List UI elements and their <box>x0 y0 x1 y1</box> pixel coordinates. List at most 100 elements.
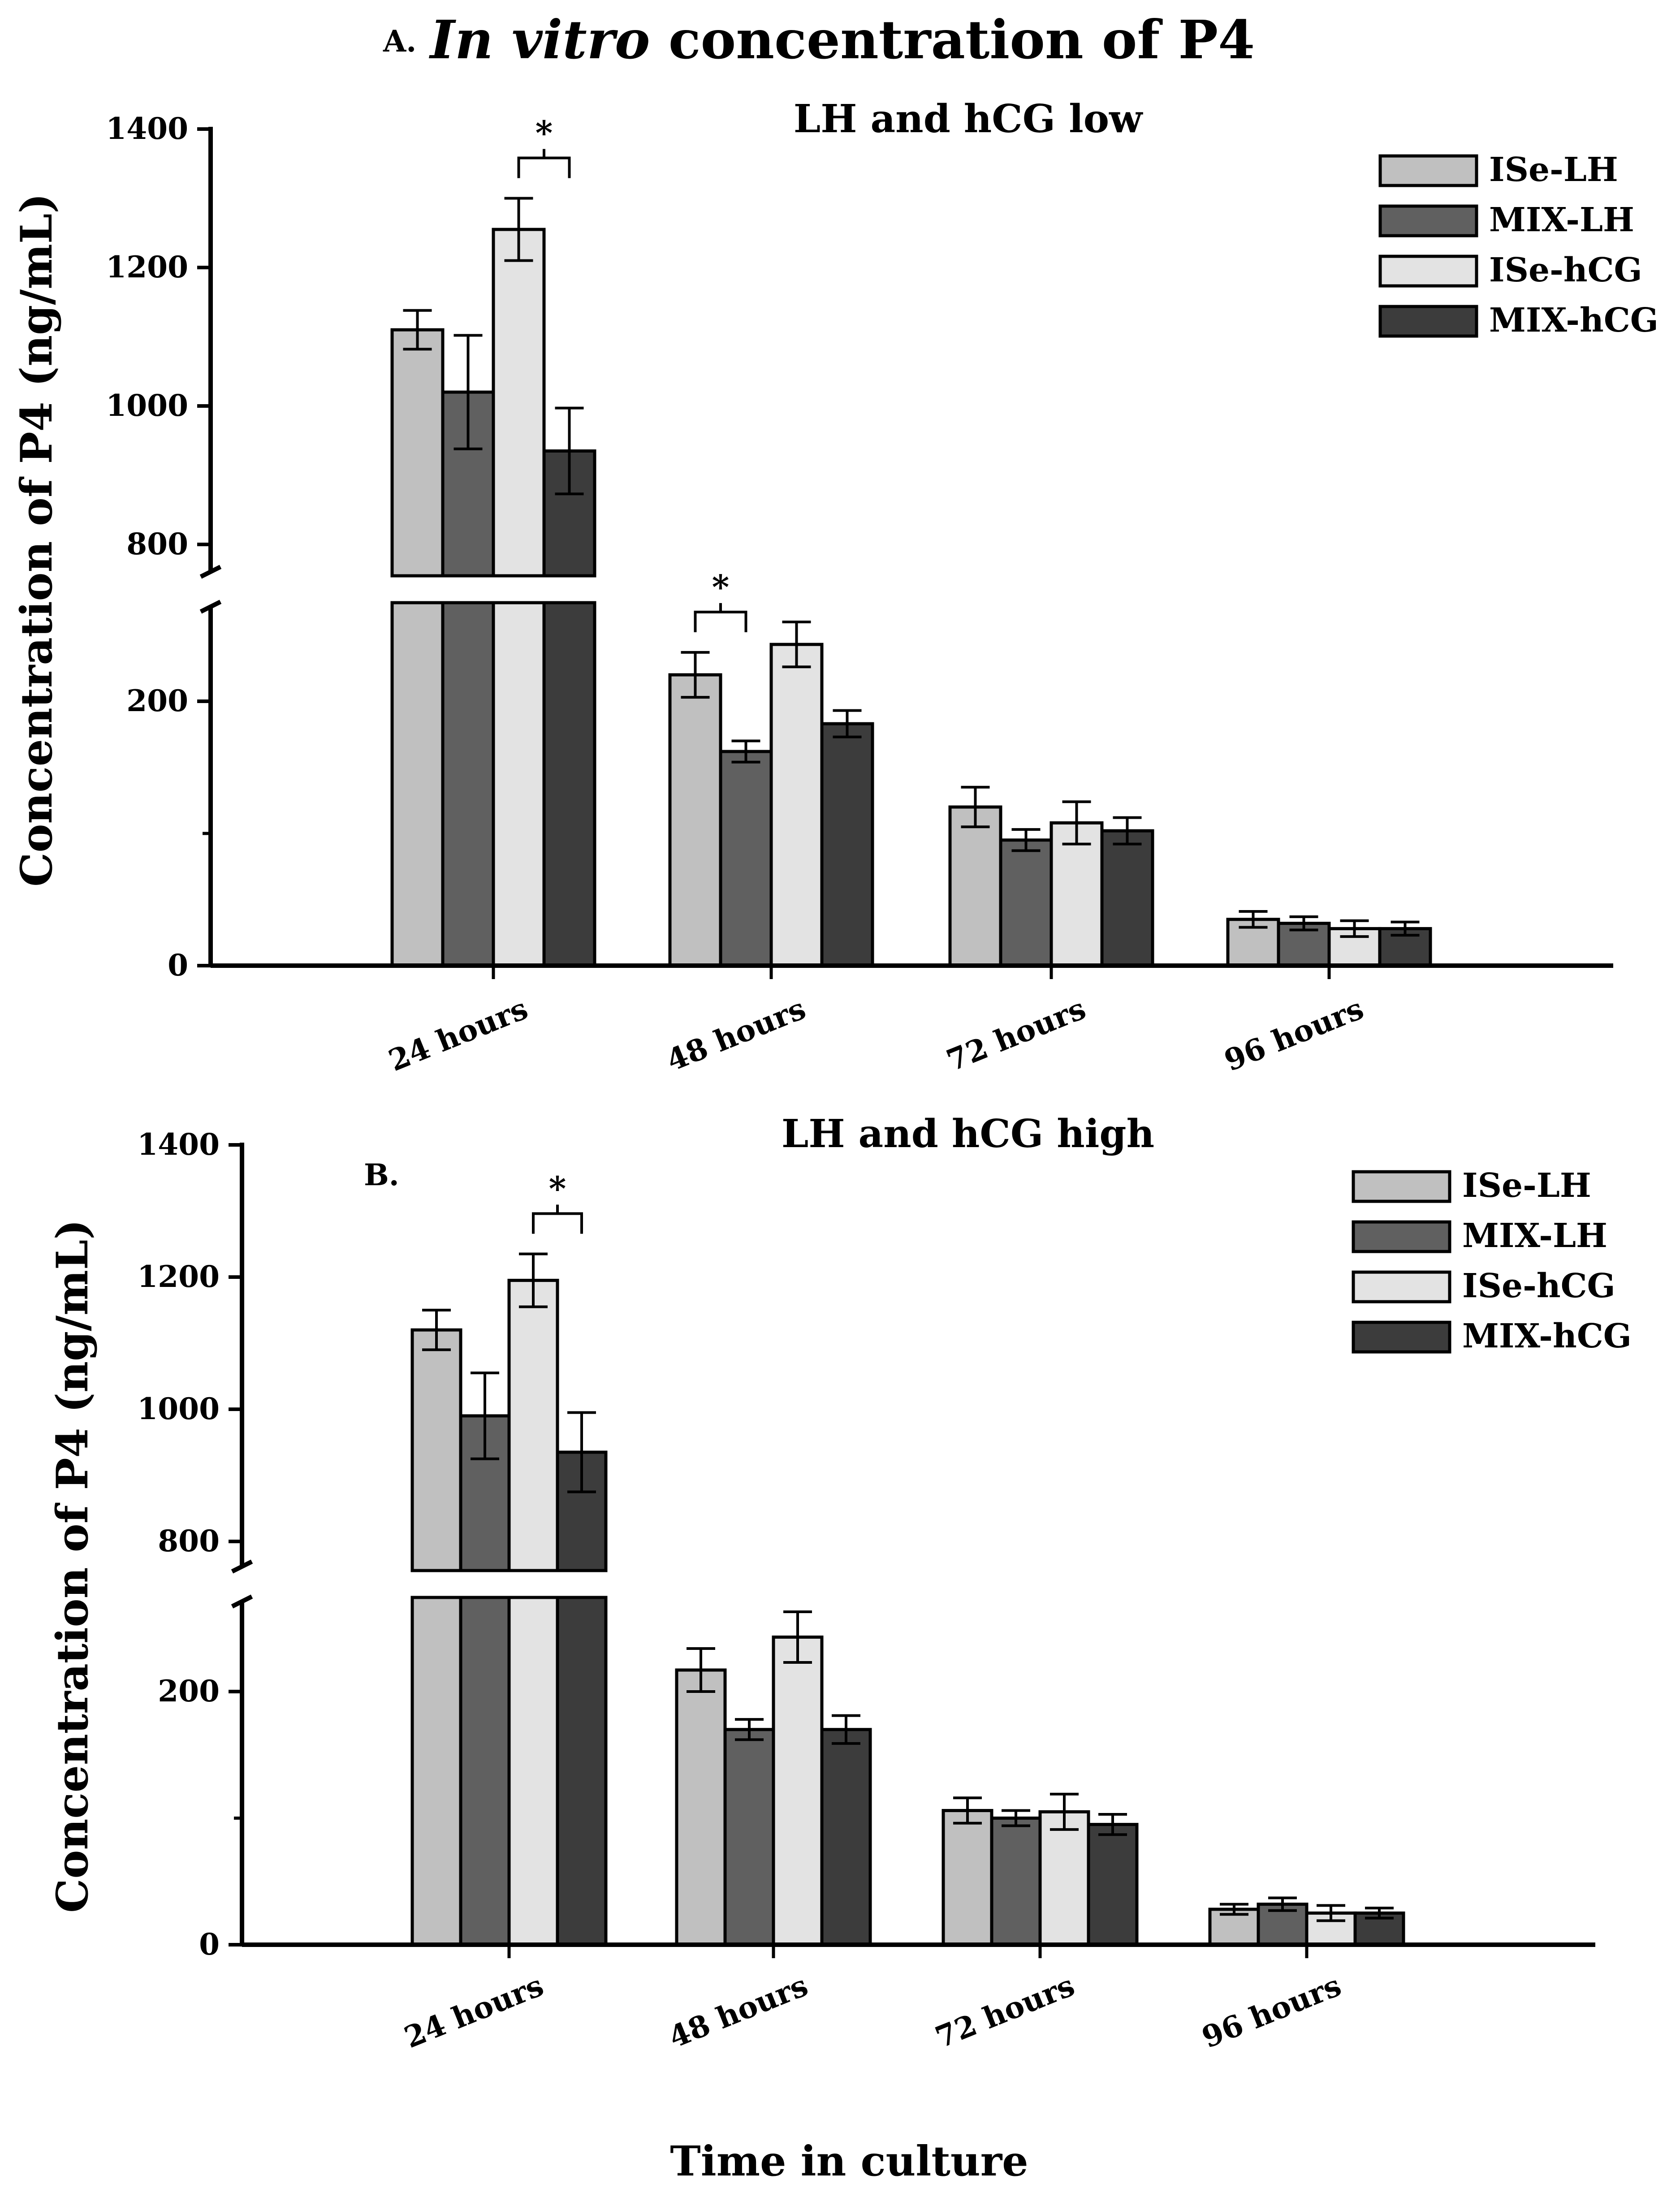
legend-swatch-mix-lh <box>1378 204 1478 237</box>
bar-ise-hcg-0-lower <box>492 601 546 967</box>
x-tick-label-2: 72 hours <box>930 1968 1079 2055</box>
chart-title: LH and hCG high <box>782 1111 1154 1157</box>
x-tick-label-1: 48 hours <box>664 1968 812 2055</box>
bar-ise-hcg-0-upper <box>507 1278 559 1572</box>
y-tick-label-2: 800 <box>126 527 188 561</box>
y-tick-label-2: 800 <box>158 1524 220 1558</box>
x-tick-label-0: 24 hours <box>399 1968 548 2055</box>
error-bar-ise-hcg-3 <box>1340 919 1369 938</box>
bar-ise-lh-0-lower <box>410 1596 462 1947</box>
y-tick-label-3: 1000 <box>106 388 188 423</box>
axis-break-mark-upper <box>231 1559 253 1574</box>
axes <box>231 1143 1595 1947</box>
y-tick-label-0: 0 <box>199 1927 220 1962</box>
axes <box>199 127 1613 968</box>
error-bar-mix-lh-0 <box>471 1371 499 1460</box>
error-bar-ise-lh-2 <box>953 1796 982 1825</box>
error-bar-ise-lh-3 <box>1239 910 1268 929</box>
chart-panel-b: B. LH and hCG high Concentration of P4 (ng… <box>47 1111 1632 2055</box>
legend-label-ise-hcg: ISe-hCG <box>1489 251 1642 289</box>
legend-label-mix-lh: MIX-LH <box>1489 201 1634 239</box>
legend-label-mix-hcg: MIX-hCG <box>1462 1317 1632 1355</box>
y-axis-label: Concentration of P4 (ng/mL) <box>11 193 62 887</box>
legend-swatch-mix-hcg <box>1378 305 1478 338</box>
y-tick-label-0: 0 <box>168 948 188 983</box>
error-bar-mix-hcg-3 <box>1365 1907 1394 1920</box>
error-bar-mix-lh-3 <box>1268 1896 1297 1912</box>
bar-mix-lh-2 <box>990 1817 1042 1947</box>
figure-xlabel: Time in culture <box>670 2137 1028 2185</box>
error-bar-ise-hcg-2 <box>1062 800 1091 846</box>
error-bar-mix-lh-1 <box>731 739 760 764</box>
panel-label: B. <box>364 1157 399 1192</box>
x-tick-label-2: 72 hours <box>941 991 1090 1078</box>
error-bar-ise-lh-1 <box>681 651 710 699</box>
y-axis-label: Concentration of P4 (ng/mL) <box>47 1219 98 1913</box>
error-bar-mix-hcg-3 <box>1391 920 1420 937</box>
bar-mix-lh-0-lower <box>441 601 495 967</box>
y-tick-label-4: 1200 <box>106 250 188 285</box>
legend-swatch-ise-hcg <box>1352 1270 1451 1304</box>
bracket-line <box>532 1212 583 1234</box>
legend-swatch-ise-lh <box>1378 154 1478 187</box>
significance-bracket-0 <box>517 149 571 178</box>
significance-bracket-0 <box>532 1204 583 1234</box>
bar-ise-hcg-0-upper <box>492 228 546 578</box>
error-bar-mix-lh-1 <box>735 1718 764 1741</box>
error-bar-mix-lh-0 <box>453 334 483 450</box>
error-bar-mix-lh-2 <box>1011 828 1041 852</box>
bar-ise-lh-0-upper <box>410 1328 462 1572</box>
error-bar-mix-hcg-0 <box>555 406 584 496</box>
bar-mix-hcg-1 <box>820 1728 872 1947</box>
figure-title: In vitro concentration of P4 <box>429 9 1255 71</box>
error-bar-ise-hcg-1 <box>782 621 811 669</box>
significance-bracket-1 <box>694 603 747 632</box>
bar-ise-lh-0-upper <box>390 328 445 578</box>
bracket-line <box>694 610 747 632</box>
chart-panel-a: A. LH and hCG low Concentration of P4 (ng/… <box>11 24 1658 1078</box>
error-bar-ise-hcg-2 <box>1050 1792 1079 1831</box>
significance-star-0: * <box>536 114 553 153</box>
error-bar-ise-lh-2 <box>961 786 990 829</box>
error-bar-ise-lh-0 <box>422 1308 451 1351</box>
bar-ise-hcg-1 <box>769 643 824 967</box>
error-bar-ise-hcg-0 <box>519 1252 548 1308</box>
bar-ise-lh-0-lower <box>390 601 445 967</box>
chart-panels: A. LH and hCG low Concentration of P4 (ng/… <box>11 24 1658 2055</box>
panel-label: A. <box>383 24 416 59</box>
bar-mix-lh-0-lower <box>459 1596 511 1947</box>
x-tick-label-3: 96 hours <box>1197 1968 1346 2055</box>
y-tick-label-5: 1400 <box>106 111 188 146</box>
bar-mix-hcg-0-lower <box>556 1596 608 1947</box>
legend-label-mix-hcg: MIX-hCG <box>1489 301 1658 340</box>
legend-label-ise-hcg: ISe-hCG <box>1462 1267 1615 1305</box>
bar-ise-lh-2 <box>941 1809 993 1947</box>
bar-ise-lh-1 <box>668 673 722 967</box>
legend-label-ise-lh: ISe-LH <box>1489 151 1618 189</box>
error-bar-ise-lh-3 <box>1220 1903 1248 1916</box>
bar-mix-hcg-2 <box>1100 829 1154 967</box>
x-tick-label-3: 96 hours <box>1219 991 1368 1078</box>
error-bar-ise-hcg-0 <box>504 197 533 262</box>
x-tick-label-0: 24 hours <box>384 991 532 1078</box>
y-tick-label-1: 200 <box>158 1674 220 1709</box>
legend-label-ise-lh: ISe-LH <box>1462 1166 1591 1205</box>
chart-title: LH and hCG low <box>794 96 1143 142</box>
legend: ISe-LH MIX-LH ISe-hCG MIX-hCG <box>1378 151 1658 340</box>
bar-mix-hcg-0-lower <box>542 601 596 967</box>
error-bar-mix-hcg-2 <box>1113 816 1142 846</box>
bar-mix-lh-1 <box>719 750 773 967</box>
bar-mix-lh-2 <box>999 838 1053 967</box>
y-tick-label-5: 1400 <box>137 1127 220 1162</box>
error-bar-ise-lh-0 <box>403 309 432 351</box>
error-bar-ise-hcg-3 <box>1317 1904 1345 1922</box>
legend-label-mix-lh: MIX-LH <box>1462 1217 1607 1255</box>
legend: ISe-LH MIX-LH ISe-hCG MIX-hCG <box>1352 1166 1632 1355</box>
bracket-line <box>517 156 571 178</box>
bar-ise-lh-2 <box>948 805 1002 967</box>
error-bar-mix-hcg-1 <box>833 709 862 738</box>
figure-title-rest: concentration of P4 <box>650 9 1255 71</box>
error-bar-ise-lh-1 <box>687 1647 715 1693</box>
axis-break-mark-upper <box>199 565 222 579</box>
